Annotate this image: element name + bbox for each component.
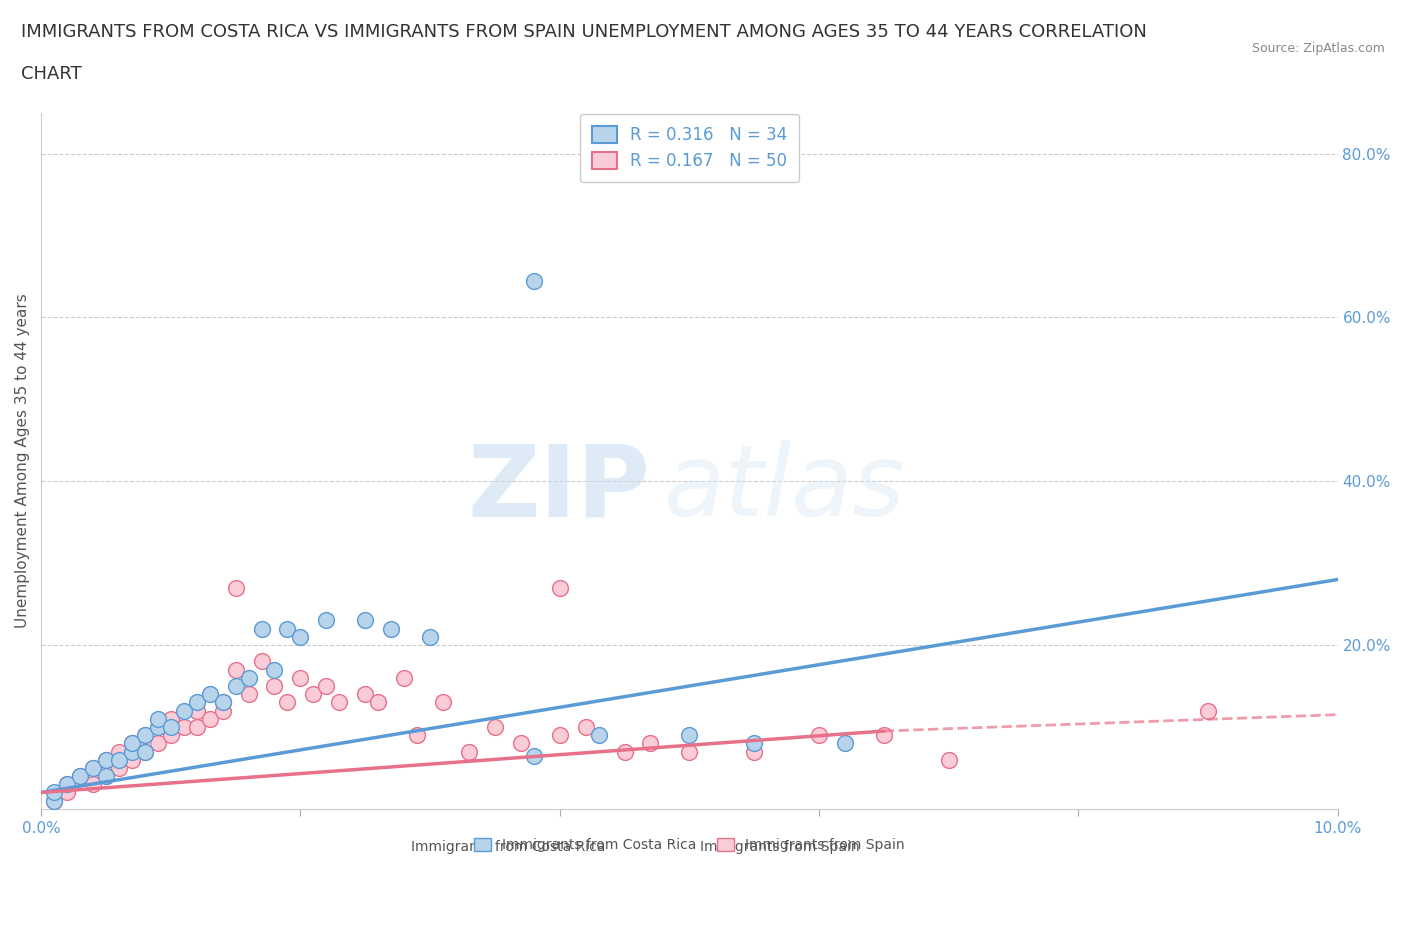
Point [82,761,104,776]
Point [134,744,156,759]
Point [56,785,79,800]
Point [94,769,117,784]
Point [263,679,285,694]
Point [380,621,402,636]
Point [315,613,337,628]
Point [108,744,131,759]
Point [742,736,765,751]
Point [134,744,156,759]
Point [548,727,571,742]
Legend: Immigrants from Costa Rica, Immigrants from Spain: Immigrants from Costa Rica, Immigrants f… [468,832,910,857]
Point [238,686,260,701]
Point [108,752,131,767]
Point [548,580,571,595]
Point [938,752,960,767]
Point [250,621,273,636]
Point [678,744,700,759]
Text: ZIP: ZIP [468,440,651,538]
Point [613,744,636,759]
Point [432,695,454,710]
Point [250,654,273,669]
Point [225,662,247,677]
Point [121,744,143,759]
Point [198,711,221,726]
Point [134,727,156,742]
Point [42,793,65,808]
Point [406,727,429,742]
Point [159,720,181,735]
Point [146,711,169,726]
Point [198,686,221,701]
Point [69,769,91,784]
Point [42,785,65,800]
Text: Source: ZipAtlas.com: Source: ZipAtlas.com [1251,42,1385,55]
Text: Immigrants from Spain: Immigrants from Spain [700,840,860,854]
Point [238,671,260,685]
Point [82,761,104,776]
Point [186,703,208,718]
Point [484,720,506,735]
Y-axis label: Unemployment Among Ages 35 to 44 years: Unemployment Among Ages 35 to 44 years [15,293,30,628]
Point [186,720,208,735]
Point [108,761,131,776]
Point [56,777,79,791]
Point [211,695,233,710]
Point [640,736,662,751]
Point [159,711,181,726]
Point [588,727,610,742]
Point [276,695,298,710]
Point [808,727,831,742]
Point [354,613,377,628]
Point [328,695,350,710]
Point [186,695,208,710]
Point [509,736,531,751]
Point [458,744,481,759]
Point [134,727,156,742]
Point [225,580,247,595]
Point [873,727,896,742]
Point [302,686,325,701]
Point [276,621,298,636]
Point [146,736,169,751]
Point [94,752,117,767]
Point [82,777,104,791]
Point [42,793,65,808]
Point [211,703,233,718]
Text: Immigrants from Costa Rica: Immigrants from Costa Rica [411,840,605,854]
Text: IMMIGRANTS FROM COSTA RICA VS IMMIGRANTS FROM SPAIN UNEMPLOYMENT AMONG AGES 35 T: IMMIGRANTS FROM COSTA RICA VS IMMIGRANTS… [21,23,1147,41]
Point [354,686,377,701]
Point [225,679,247,694]
Text: CHART: CHART [21,65,82,83]
Point [367,695,389,710]
Point [290,630,312,644]
Point [834,736,856,751]
Point [1197,703,1219,718]
Point [69,769,91,784]
Point [94,769,117,784]
Point [94,752,117,767]
Point [173,720,195,735]
Point [211,695,233,710]
Point [56,777,79,791]
Point [523,748,546,763]
Point [121,752,143,767]
Point [392,671,415,685]
Point [173,703,195,718]
Point [146,720,169,735]
Point [523,273,546,288]
Point [575,720,598,735]
Point [290,671,312,685]
Text: atlas: atlas [664,440,905,538]
Point [263,662,285,677]
Point [121,736,143,751]
Point [678,727,700,742]
Point [419,630,441,644]
Point [742,744,765,759]
Point [159,727,181,742]
Point [315,679,337,694]
Point [121,736,143,751]
